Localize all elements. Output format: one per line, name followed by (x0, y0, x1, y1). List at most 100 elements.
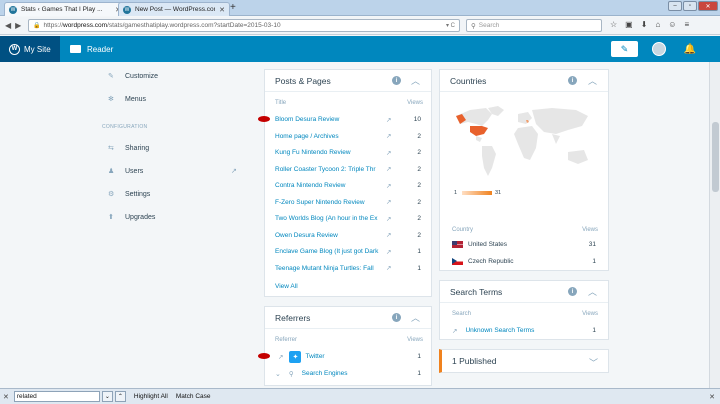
post-title-link[interactable]: Roller Coaster Tycoon 2: Triple Thr (275, 165, 376, 173)
configuration-heading: CONFIGURATION (102, 124, 148, 130)
referrer-label[interactable]: Search Engines (301, 370, 348, 377)
minimize-icon[interactable]: – (668, 1, 682, 11)
search-terms-header[interactable]: Search Terms i ︿ (440, 281, 608, 303)
chevron-up-icon[interactable]: ︿ (411, 76, 421, 86)
new-tab-icon[interactable]: + (230, 2, 236, 13)
post-title-link[interactable]: Teenage Mutant Ninja Turtles: Fall (275, 264, 374, 272)
info-icon[interactable]: i (568, 76, 577, 85)
chevron-down-icon[interactable]: ⌄ (275, 370, 281, 378)
post-views: 2 (417, 215, 421, 222)
post-title-link[interactable]: Bloom Desura Review (275, 116, 340, 123)
reader-button[interactable]: Reader (70, 36, 113, 62)
sidebar-item-sharing[interactable]: ⇆ Sharing (108, 144, 149, 153)
find-input[interactable]: related (13, 391, 100, 402)
download-icon[interactable]: ⬇ (640, 20, 648, 29)
close-icon[interactable]: ✕ (219, 6, 225, 14)
external-link-icon[interactable]: ↗ (386, 166, 392, 173)
back-icon[interactable]: ◀ (5, 21, 12, 30)
chevron-down-icon[interactable]: ﹀ (588, 358, 598, 368)
external-link-icon[interactable]: ↗ (386, 199, 392, 206)
wordpress-favicon-icon: W (9, 5, 17, 14)
notifications-bell-icon[interactable]: 🔔 (683, 43, 697, 55)
find-previous-icon[interactable]: ⌃ (114, 391, 126, 402)
sidebar-item-users[interactable]: ♟ Users (108, 167, 143, 176)
post-views: 2 (417, 149, 421, 156)
post-title-link[interactable]: Enclave Game Blog (It just got Dark (275, 248, 379, 255)
maximize-icon[interactable]: ▫ (683, 1, 697, 11)
country-views: 31 (588, 241, 596, 248)
post-views: 1 (417, 264, 421, 272)
sidebar-item-customize[interactable]: ✎ Customize (108, 72, 158, 81)
sidebar-item-label: Menus (125, 95, 147, 103)
tab-new-post[interactable]: W New Post — WordPress.com ✕ (118, 2, 230, 16)
external-link-icon[interactable]: ↗ (386, 182, 392, 190)
match-case-toggle[interactable]: Match Case (175, 393, 211, 400)
reload-icon[interactable]: ▾ C (445, 23, 455, 29)
world-map (456, 106, 588, 176)
map-legend-bar (462, 191, 492, 195)
post-title-link[interactable]: Contra Nintendo Review (275, 182, 346, 189)
info-icon[interactable]: i (392, 313, 401, 322)
info-icon[interactable]: i (568, 287, 577, 296)
write-post-button[interactable]: ✎ (611, 41, 638, 57)
bookmark-star-icon[interactable]: ☆ (610, 20, 618, 29)
info-icon[interactable]: i (392, 76, 401, 85)
sidebar-item-menus[interactable]: ✻ Menus (108, 95, 147, 104)
external-link-icon[interactable]: ↗ (386, 133, 392, 140)
home-icon[interactable]: ⌂ (655, 20, 661, 29)
sidebar-item-settings[interactable]: ⚙ Settings (108, 190, 150, 199)
post-title-link[interactable]: Kung Fu Nintendo Review (275, 149, 351, 156)
referrer-label[interactable]: Twitter (305, 353, 325, 360)
tab-title: Stats ‹ Games That I Play ... (21, 6, 103, 13)
post-title-link[interactable]: Home page / Archives (275, 132, 339, 140)
sidebar-item-upgrades[interactable]: ⬆ Upgrades (108, 213, 155, 222)
highlight-all-toggle[interactable]: Highlight All (133, 393, 168, 400)
table-row: Enclave Game Blog (It just got Dark ↗ 1 (275, 245, 423, 258)
external-link-icon[interactable]: ↗ (386, 232, 392, 239)
window-close-icon[interactable]: ✕ (698, 1, 718, 11)
published-panel[interactable]: 1 Published ﹀ (439, 349, 609, 373)
post-title-link[interactable]: Two Worlds Blog (An hour in the Ex (275, 215, 378, 222)
external-link-icon[interactable]: ↗ (386, 265, 392, 272)
countries-header[interactable]: Countries i ︿ (440, 70, 608, 92)
scrollbar-thumb[interactable] (712, 122, 719, 192)
posts-pages-card: Posts & Pages i ︿ Title Views Bloom Desu… (264, 69, 432, 297)
col-search: Search (452, 311, 472, 317)
find-next-icon[interactable]: ⌄ (101, 391, 113, 402)
find-close-icon[interactable]: ✕ (3, 393, 9, 401)
post-title-link[interactable]: F-Zero Super Nintendo Review (275, 198, 365, 206)
card-title: Posts & Pages (275, 75, 331, 86)
post-views: 1 (417, 248, 421, 255)
my-site-button[interactable]: W My Site (0, 36, 60, 62)
table-row: Two Worlds Blog (An hour in the Ex ↗ 2 (275, 212, 423, 225)
external-link-icon[interactable]: ↗ (278, 353, 284, 361)
close-icon[interactable]: ✕ (709, 393, 715, 401)
forward-icon[interactable]: ▶ (15, 21, 22, 30)
search-input[interactable]: ⚲ Search (466, 19, 602, 32)
chevron-up-icon[interactable]: ︿ (411, 313, 421, 323)
col-views: Views (582, 311, 598, 317)
menu-icon[interactable]: ≡ (684, 20, 690, 29)
search-icon: ⚲ (288, 370, 294, 378)
tab-stats[interactable]: W Stats ‹ Games That I Play ... ✕ (4, 2, 126, 16)
card-title: Search Terms (450, 286, 503, 297)
search-term-label[interactable]: Unknown Search Terms (465, 327, 535, 334)
url-bar[interactable]: 🔒 https://wordpress.com/stats/gamesthati… (28, 19, 460, 32)
post-views: 2 (417, 182, 421, 189)
external-link-icon[interactable]: ↗ (386, 149, 392, 157)
referrers-header[interactable]: Referrers i ︿ (265, 307, 431, 329)
page-scrollbar[interactable] (709, 62, 720, 388)
view-all-link[interactable]: View All (275, 283, 298, 290)
external-link-icon[interactable]: ↗ (231, 168, 237, 175)
clipboard-icon[interactable]: ▣ (625, 20, 633, 29)
chevron-up-icon[interactable]: ︿ (588, 287, 598, 297)
external-link-icon[interactable]: ↗ (386, 215, 392, 223)
chat-icon[interactable]: ☺ (668, 20, 677, 29)
posts-pages-header[interactable]: Posts & Pages i ︿ (265, 70, 431, 92)
referrer-views: 1 (417, 370, 421, 377)
avatar[interactable] (652, 42, 666, 56)
external-link-icon[interactable]: ↗ (386, 116, 392, 124)
external-link-icon[interactable]: ↗ (386, 248, 392, 256)
chevron-up-icon[interactable]: ︿ (588, 76, 598, 86)
post-title-link[interactable]: Owen Desura Review (275, 231, 338, 239)
